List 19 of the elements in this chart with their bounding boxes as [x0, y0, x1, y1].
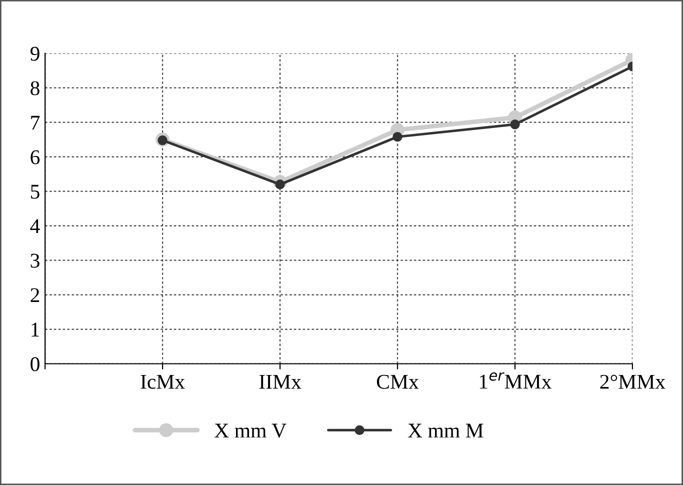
y-tick-label: 1 — [32, 322, 39, 336]
y-tick-label: 9 — [30, 46, 40, 61]
y-tick-label: 7 — [31, 116, 40, 130]
legend-label: X mm M — [408, 424, 484, 438]
x-tick-label: IIMx — [259, 374, 302, 389]
y-tick-label: 6 — [30, 150, 40, 164]
y-tick-label: 0 — [30, 357, 40, 372]
point — [392, 132, 402, 142]
y-tick-label: 3 — [30, 254, 40, 268]
x-tick-label: 1$^{er}$MMx — [480, 372, 552, 389]
x-tick-label: CMx — [376, 374, 419, 389]
x-tick-label: IcMx — [140, 374, 185, 389]
point — [510, 120, 520, 130]
x-tick-label: 2°MMx — [600, 374, 666, 389]
y-tick-label: 4 — [30, 219, 40, 234]
y-tick-label: 8 — [30, 81, 40, 96]
y-tick-label: 5 — [31, 184, 40, 199]
legend-label: X mm V — [214, 424, 286, 438]
y-tick-label: 2 — [30, 288, 40, 302]
